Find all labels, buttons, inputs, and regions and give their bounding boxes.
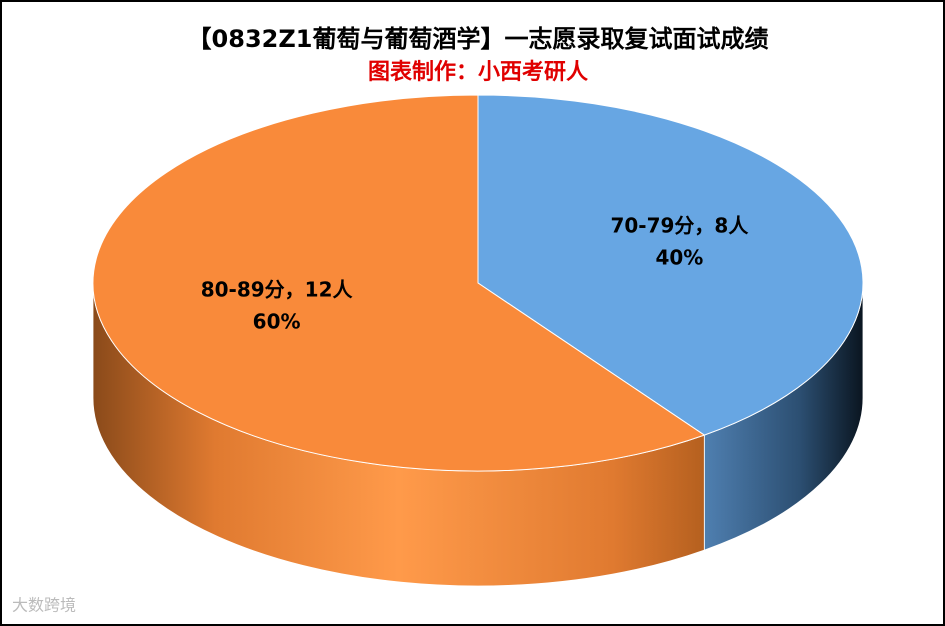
- watermark: 大数跨境: [12, 596, 76, 615]
- slice: [477, 94, 864, 436]
- slice: [92, 94, 706, 472]
- slice-value-label: 40%: [655, 246, 703, 270]
- slice-value-label: 60%: [253, 309, 301, 333]
- slice-label: 80-89分，12人: [201, 277, 354, 301]
- pie: 70-79分，8人 40% 80-89分，12人 60%: [92, 94, 864, 587]
- chart-subtitle: 图表制作：小西考研人: [368, 60, 588, 85]
- chart-title: 【0832Z1葡萄与葡萄酒学】一志愿录取复试面试成绩: [188, 25, 769, 53]
- slice-label: 70-79分，8人: [610, 214, 749, 238]
